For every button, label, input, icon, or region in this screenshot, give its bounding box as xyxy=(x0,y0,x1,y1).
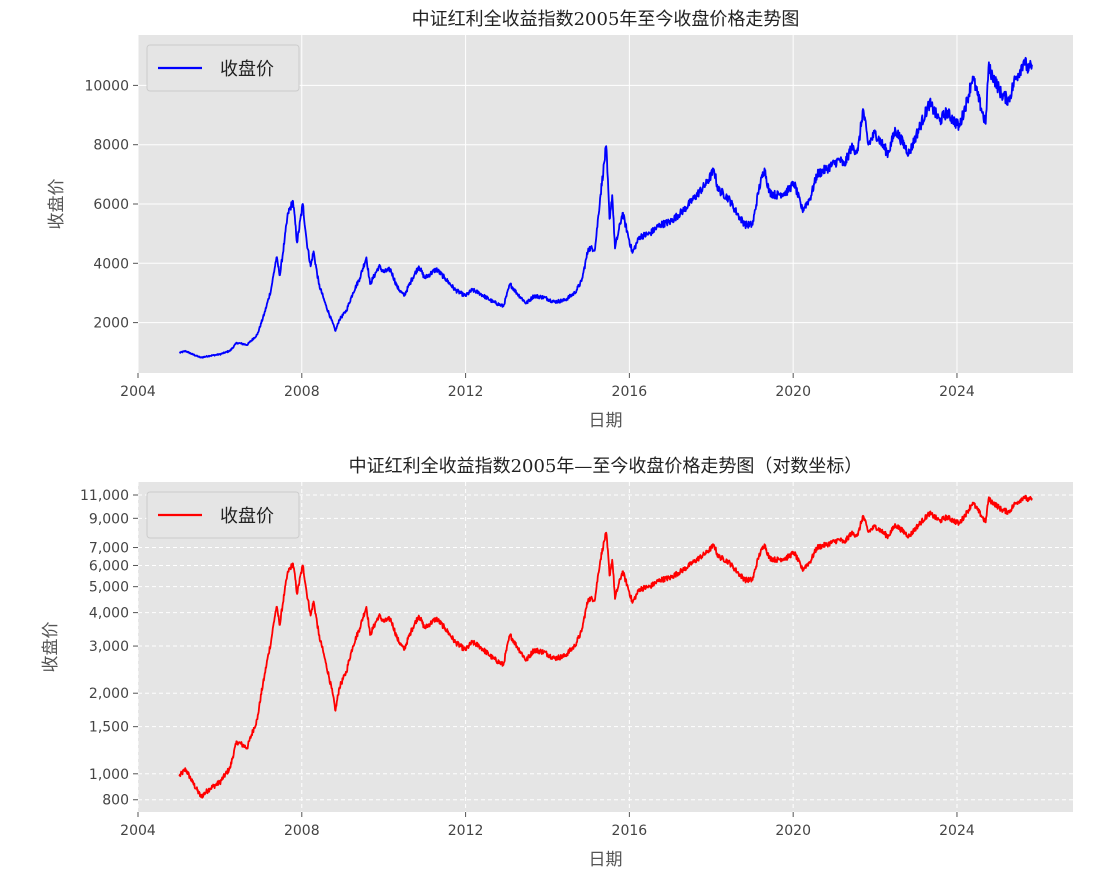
x-tick-label: 2016 xyxy=(612,384,648,400)
y-tick-label: 10000 xyxy=(84,78,129,94)
y-tick-label: 9,000 xyxy=(89,511,129,527)
x-tick-labels: 2004 2008 2012 2016 2020 2024 xyxy=(120,812,975,839)
y-tick-label: 7,000 xyxy=(89,541,129,557)
legend-label: 收盘价 xyxy=(220,506,274,527)
series-layer xyxy=(178,494,1033,799)
y-tick-label: 1,000 xyxy=(89,767,129,783)
legend: 收盘价 xyxy=(146,491,300,539)
x-tick-label: 2012 xyxy=(448,823,484,839)
y-axis-label: 收盘价 xyxy=(41,622,61,673)
y-tick-label: 800 xyxy=(102,793,129,809)
y-tick-label: 4,000 xyxy=(89,606,129,622)
x-tick-label: 2012 xyxy=(448,384,484,400)
y-tick-label: 6,000 xyxy=(89,558,129,574)
y-tick-labels: 2000 4000 6000 8000 10000 xyxy=(84,78,138,332)
y-tick-label: 5,000 xyxy=(89,580,129,596)
x-tick-label: 2020 xyxy=(775,384,811,400)
y-tick-label: 11,000 xyxy=(80,488,129,504)
x-tick-label: 2024 xyxy=(939,823,975,839)
legend: 收盘价 xyxy=(146,44,300,92)
x-tick-label: 2004 xyxy=(120,823,156,839)
series-line xyxy=(178,494,1033,799)
x-tick-labels: 2004 2008 2012 2016 2020 2024 xyxy=(120,373,975,400)
y-tick-labels: 800 1,000 1,500 2,000 3,000 4,000 5,000 6,0007,… xyxy=(80,488,138,809)
x-tick-label: 2008 xyxy=(284,823,320,839)
chart-linear: 2004 2008 2012 2016 2020 2024 2000 4000 6000 800… xyxy=(47,9,1073,431)
x-tick-label: 2004 xyxy=(120,384,156,400)
x-axis-label: 日期 xyxy=(589,411,623,431)
legend-box xyxy=(146,44,300,92)
y-tick-label: 2,000 xyxy=(89,686,129,702)
series-line xyxy=(178,56,1033,359)
y-tick-label: 6000 xyxy=(93,197,129,213)
y-tick-label: 4000 xyxy=(93,256,129,272)
grid xyxy=(137,482,1073,812)
x-tick-label: 2016 xyxy=(612,823,648,839)
x-tick-label: 2024 xyxy=(939,384,975,400)
chart-log: 2004 2008 2012 2016 2020 2024 800 1,000 1,500 2,… xyxy=(41,456,1073,870)
y-tick-label: 2000 xyxy=(93,316,129,332)
x-tick-label: 2008 xyxy=(284,384,320,400)
legend-label: 收盘价 xyxy=(220,59,274,80)
y-tick-label: 3,000 xyxy=(89,639,129,655)
y-tick-label: 8000 xyxy=(93,138,129,154)
chart-title: 中证红利全收益指数2005年—至今收盘价格走势图（对数坐标） xyxy=(349,456,863,477)
chart-title: 中证红利全收益指数2005年至今收盘价格走势图 xyxy=(412,9,800,30)
x-tick-label: 2020 xyxy=(775,823,811,839)
y-tick-label: 1,500 xyxy=(89,720,129,736)
y-axis-label: 收盘价 xyxy=(47,179,67,230)
series-layer xyxy=(178,56,1033,359)
x-axis-label: 日期 xyxy=(589,850,623,870)
legend-box xyxy=(146,491,300,539)
